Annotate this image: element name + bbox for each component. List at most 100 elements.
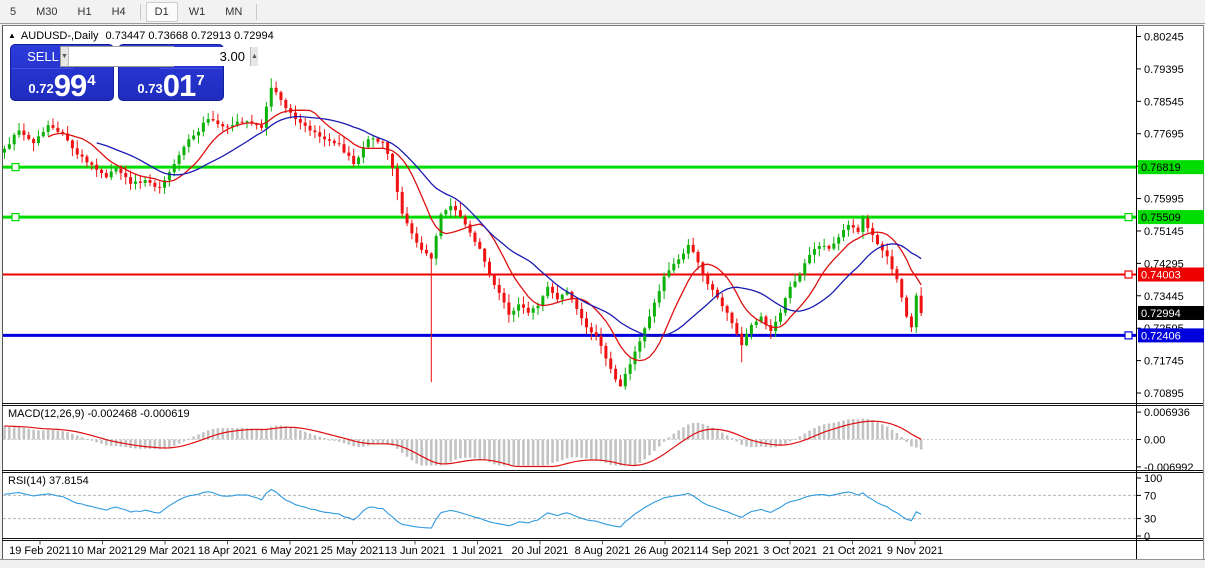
candle-body [570,291,574,300]
timeframe-button-h1[interactable]: H1 [77,5,92,18]
candle-body [138,181,142,183]
macd-histogram-bar [483,439,486,461]
date-axis-label: 19 Feb 2021 [9,545,71,557]
sell-price[interactable]: 0.72 99 4 [10,70,114,101]
macd-histogram-bar [381,439,385,444]
candle-body [919,295,923,313]
macd-histogram-bar [847,419,850,440]
macd-histogram-bar [546,439,549,465]
macd-histogram-bar [512,439,516,466]
date-axis-label: 1 Jul 2021 [452,545,503,557]
candle-body [167,172,171,181]
candle-body [463,216,467,225]
candle-body [812,248,816,255]
level-price-badge-text: 0.74003 [1141,270,1181,282]
timeframe-button-5[interactable]: 5 [10,5,17,18]
timeframe-button-d1[interactable]: D1 [145,1,178,22]
volume-increase-button[interactable]: ▲ [249,47,258,66]
timeframe-button-mn[interactable]: MN [225,5,243,18]
candle-body [866,218,870,229]
candle-body [686,244,690,254]
candle-body [61,131,65,134]
macd-histogram-bar [614,439,617,466]
date-axis-label: 13 Jun 2021 [385,545,446,557]
macd-histogram-bar [813,427,816,440]
macd-histogram-bar [274,425,278,440]
symbol-collapse-icon[interactable]: ▲ [8,31,16,40]
candle-body [740,333,744,346]
volume-input[interactable] [68,47,250,66]
macd-histogram-bar [682,427,685,440]
macd-histogram-bar [793,438,797,440]
level-price-badge [1138,328,1204,343]
candle-body [337,143,341,145]
macd-histogram-bar [677,430,680,440]
macd-histogram-bar [260,429,263,440]
macd-histogram-bar [711,427,714,440]
macd-histogram-bar [454,439,457,460]
macd-histogram-bar [3,425,6,440]
macd-histogram-bar [51,430,55,440]
macd-histogram-bar [172,439,176,446]
rsi-indicator-label: RSI(14) 37.8154 [8,475,89,487]
timeframe-button-m30[interactable]: M30 [36,5,58,18]
candle-body [347,152,351,156]
candle-body [221,124,225,127]
candle-body [439,214,443,237]
macd-histogram-bar [463,439,467,458]
candle-body [720,297,724,307]
candle-body [585,318,588,328]
candle-body [885,250,889,257]
macd-histogram-bar [769,439,773,448]
candle-body [803,263,807,275]
macd-histogram-bar [842,420,845,440]
level-drag-handle[interactable] [11,212,20,222]
candle-body [827,245,831,249]
macd-histogram-bar [61,431,64,440]
macd-histogram-bar [337,439,341,442]
timeframe-button-w1[interactable]: W1 [188,5,206,18]
macd-histogram-bar [740,439,743,445]
candle-body [124,173,128,178]
candle-body [565,291,569,295]
price-axis-label: 0.70895 [1144,388,1184,400]
candle-body [677,259,681,264]
level-drag-handle[interactable] [11,163,20,172]
candle-body [211,119,215,121]
toolbar-separator [139,3,141,20]
level-drag-handle[interactable] [1124,212,1133,222]
volume-decrease-button[interactable]: ▼ [61,47,69,66]
macd-histogram-bar [187,438,191,440]
candle-body [793,281,797,287]
buy-price[interactable]: 0.73 01 7 [118,70,224,101]
candle-body [7,144,11,149]
level-drag-handle[interactable] [1124,270,1133,279]
buy-price-sup: 7 [196,72,205,89]
candle-body [497,284,501,293]
macd-histogram-bar [12,427,16,440]
macd-histogram-bar [299,430,302,440]
timeframe-toolbar: 5 M30 H1 H4 D1 W1 MN [0,0,1205,24]
candle-body [371,138,375,140]
candle-body [890,256,894,270]
macd-histogram-bar [56,430,60,440]
macd-histogram-bar [653,439,656,451]
candle-body [56,127,60,132]
macd-histogram-bar [716,429,719,440]
rsi-axis-label: 100 [1144,473,1162,485]
macd-indicator-label: MACD(12,26,9) -0.002468 -0.000619 [8,408,190,420]
macd-histogram-bar [352,439,355,447]
candle-body [851,225,855,228]
timeframe-button-h4[interactable]: H4 [111,5,126,18]
sell-button[interactable]: SELL [12,44,74,69]
level-drag-handle[interactable] [1124,331,1133,340]
price-axis-label: 0.75995 [1144,194,1184,206]
macd-histogram-bar [366,439,370,446]
candle-body [483,248,487,262]
candle-body [909,316,913,328]
candle-body [691,244,695,252]
chart-background [2,25,1203,559]
macd-histogram-bar [536,439,540,466]
macd-histogram-bar [284,426,288,440]
candle-body [861,218,865,232]
